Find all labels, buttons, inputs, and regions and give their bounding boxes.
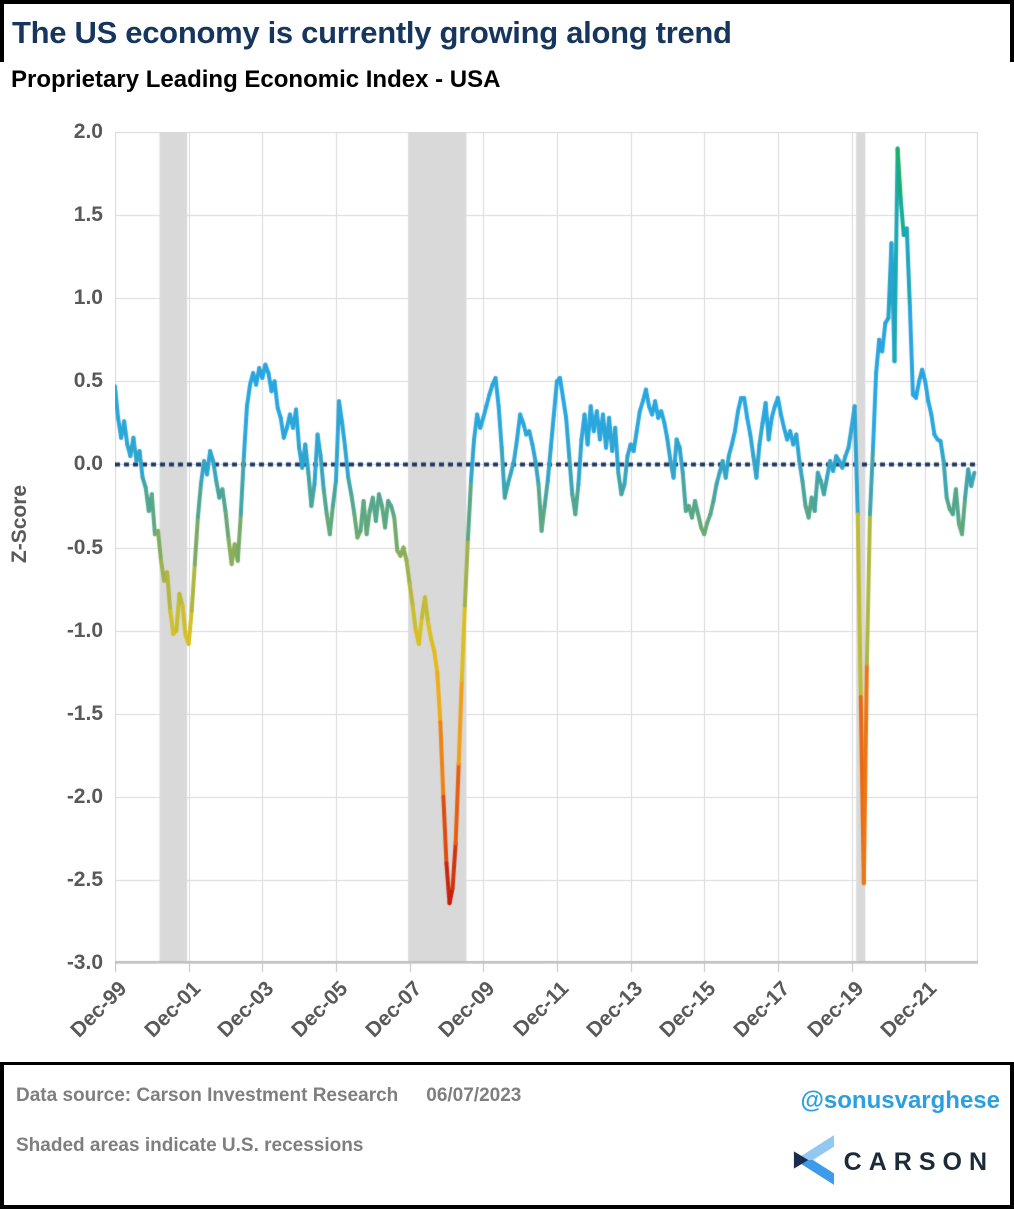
chart-subtitle: Proprietary Leading Economic Index - USA <box>11 66 501 93</box>
y-tick-label: 1.5 <box>73 203 103 227</box>
x-tick-label: Dec-07 <box>360 977 426 1042</box>
y-axis-title: Z-Score <box>8 484 31 564</box>
data-source-text: Data source: Carson Investment Research <box>16 1085 399 1106</box>
x-tick-label: Dec-11 <box>509 977 574 1042</box>
x-tick-label: Dec-09 <box>434 977 500 1042</box>
y-tick-label: 2.0 <box>73 120 103 143</box>
x-tick-label: Dec-01 <box>139 977 205 1042</box>
y-tick-label: 0.0 <box>73 452 103 476</box>
carson-logo-text: CARSON <box>843 1148 994 1176</box>
y-tick-label: -1.5 <box>66 701 103 725</box>
chart-canvas <box>115 132 978 978</box>
y-tick-label: -2.5 <box>66 867 103 891</box>
carson-logo-icon <box>792 1135 834 1190</box>
y-tick-label: -3.0 <box>66 951 103 974</box>
x-tick-label: Dec-13 <box>581 977 647 1042</box>
x-tick-label: Dec-19 <box>802 977 868 1042</box>
recession-note: Shaded areas indicate U.S. recessions <box>16 1135 364 1156</box>
title-band: The US economy is currently growing alon… <box>0 0 1014 62</box>
page-title: The US economy is currently growing alon… <box>12 15 732 50</box>
y-tick-label: -0.5 <box>66 535 103 559</box>
social-handle: @sonusvarghese <box>800 1087 1000 1114</box>
y-tick-label: -2.0 <box>66 784 103 808</box>
y-tick-label: -1.0 <box>66 618 103 642</box>
x-tick-label: Dec-99 <box>66 977 132 1042</box>
y-tick-label: 0.5 <box>73 369 103 393</box>
x-tick-label: Dec-05 <box>287 977 353 1042</box>
x-tick-label: Dec-15 <box>655 977 721 1042</box>
footer: Data source: Carson Investment Research 0… <box>0 1062 1014 1209</box>
chart-area: Z-Score 2.0 1.5 1.0 0.5 0.0 -0.5 -1.0 -1.5 -2.0 -… <box>0 110 1014 1062</box>
x-tick-label: Dec-03 <box>213 977 279 1042</box>
carson-logo: CARSON <box>792 1135 994 1190</box>
x-tick-label: Dec-21 <box>876 977 942 1042</box>
y-tick-label: 1.0 <box>73 286 103 310</box>
data-source-line: Data source: Carson Investment Research 0… <box>16 1085 521 1107</box>
x-tick-label: Dec-17 <box>729 977 795 1042</box>
data-source-date: 06/07/2023 <box>426 1085 522 1106</box>
